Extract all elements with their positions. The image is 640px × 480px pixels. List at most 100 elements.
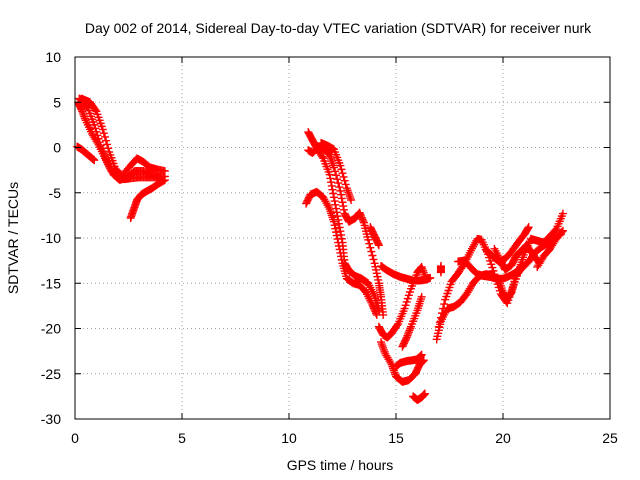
data-point <box>92 127 101 136</box>
data-point <box>418 264 427 273</box>
y-tick-label: -10 <box>41 230 61 246</box>
series-track-4 <box>73 142 99 165</box>
data-point <box>337 194 346 203</box>
data-point <box>379 343 388 352</box>
data-point <box>160 176 169 185</box>
data-point <box>404 328 413 337</box>
data-point <box>390 368 399 377</box>
data-point <box>426 273 435 282</box>
data-point <box>344 190 353 199</box>
data-point <box>374 306 383 315</box>
y-tick-label: -5 <box>49 185 62 201</box>
data-point <box>332 171 341 180</box>
series-track-8 <box>304 142 388 319</box>
data-point <box>517 262 526 271</box>
data-point <box>331 167 340 176</box>
data-point <box>344 188 353 197</box>
data-point <box>420 389 429 398</box>
data-point <box>330 197 339 206</box>
data-point <box>331 200 340 209</box>
series-track-3 <box>77 94 169 180</box>
data-point <box>341 180 350 189</box>
y-tick-label: 5 <box>53 94 61 110</box>
data-point <box>337 234 346 243</box>
data-point <box>389 366 398 375</box>
data-point <box>380 347 389 356</box>
data-point <box>402 333 411 342</box>
data-point <box>434 322 443 331</box>
data-point <box>334 179 343 188</box>
data-point <box>102 136 111 145</box>
data-point <box>337 165 346 174</box>
data-point <box>364 235 373 244</box>
data-point <box>417 262 426 271</box>
data-point <box>78 109 87 118</box>
y-tick-label: -15 <box>41 275 61 291</box>
data-point <box>318 152 327 161</box>
x-tick-label: 0 <box>71 430 79 446</box>
data-point <box>379 345 388 354</box>
data-point <box>403 331 412 340</box>
data-point <box>405 326 414 335</box>
series-track-10 <box>366 223 383 250</box>
x-tick-label: 10 <box>281 430 297 446</box>
data-point <box>334 219 343 228</box>
series-track-22 <box>533 226 567 271</box>
data-points <box>73 94 567 404</box>
data-point <box>93 131 102 140</box>
data-point <box>377 340 386 349</box>
data-point <box>338 198 347 207</box>
x-tick-label: 5 <box>178 430 186 446</box>
data-point <box>333 212 342 221</box>
data-point <box>324 203 333 212</box>
data-point <box>339 202 348 211</box>
data-point <box>436 313 445 322</box>
data-point <box>329 217 338 226</box>
data-point <box>328 185 337 194</box>
data-point <box>79 110 88 119</box>
data-point <box>368 251 377 260</box>
data-point <box>418 357 427 366</box>
data-point <box>406 324 415 333</box>
data-point <box>374 239 383 248</box>
series-track-14 <box>392 350 426 371</box>
data-point <box>100 132 109 141</box>
grid <box>75 57 610 419</box>
data-point <box>80 112 89 121</box>
data-point <box>331 224 340 233</box>
data-point <box>329 193 338 202</box>
data-point <box>416 352 425 361</box>
data-point <box>326 174 335 183</box>
data-point <box>338 169 347 178</box>
data-point <box>378 341 387 350</box>
data-point <box>367 247 376 256</box>
series-track-9 <box>317 138 356 204</box>
data-point <box>377 338 386 347</box>
data-point <box>330 221 339 230</box>
data-point <box>366 243 375 252</box>
y-tick-label: 10 <box>45 49 61 65</box>
series-track-5 <box>126 176 169 223</box>
data-point <box>332 204 341 213</box>
data-point <box>333 175 342 184</box>
data-point <box>78 107 87 116</box>
y-tick-label: -30 <box>41 411 61 427</box>
data-point <box>340 176 349 185</box>
data-point <box>419 356 428 365</box>
data-point <box>336 186 345 195</box>
data-point <box>339 205 348 214</box>
data-point <box>332 208 341 217</box>
data-point <box>95 138 104 147</box>
data-point <box>91 105 100 114</box>
axis-ticks: 0 5 10 15 20 25 10 5 0 -5 -10 -15 -20 -25 -30 <box>41 49 618 446</box>
data-point <box>337 190 346 199</box>
y-tick-label: -20 <box>41 321 61 337</box>
data-point <box>365 239 374 248</box>
data-point <box>80 114 89 123</box>
x-tick-label: 25 <box>602 430 618 446</box>
series-track-6 <box>302 187 381 319</box>
series-track-18 <box>434 209 567 331</box>
data-point <box>329 189 338 198</box>
data-point <box>103 140 112 149</box>
